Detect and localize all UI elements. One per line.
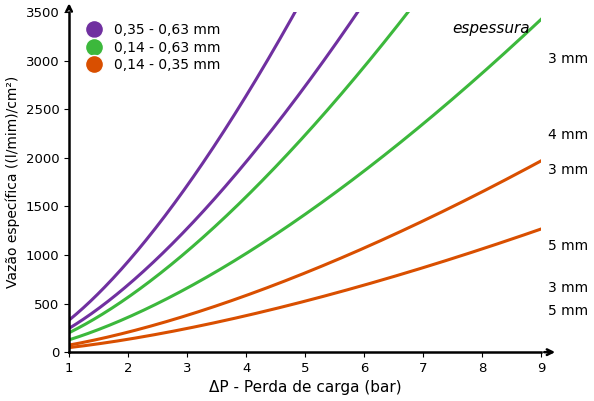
Text: 3 mm: 3 mm — [548, 162, 589, 176]
Text: 3 mm: 3 mm — [548, 281, 589, 295]
Text: 5 mm: 5 mm — [548, 239, 589, 253]
Text: espessura: espessura — [452, 20, 530, 36]
Text: 5 mm: 5 mm — [548, 304, 589, 318]
Text: 4 mm: 4 mm — [548, 128, 589, 142]
X-axis label: ΔP - Perda de carga (bar): ΔP - Perda de carga (bar) — [209, 381, 402, 395]
Y-axis label: Vazão específica ((l/mim)/cm²): Vazão específica ((l/mim)/cm²) — [5, 76, 20, 288]
Text: 3 mm: 3 mm — [548, 52, 589, 66]
Legend: 0,35 - 0,63 mm, 0,14 - 0,63 mm, 0,14 - 0,35 mm: 0,35 - 0,63 mm, 0,14 - 0,63 mm, 0,14 - 0… — [76, 19, 224, 76]
